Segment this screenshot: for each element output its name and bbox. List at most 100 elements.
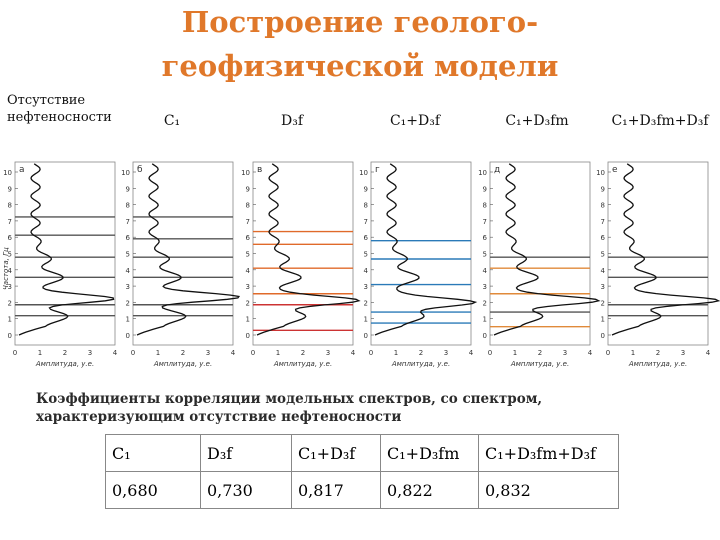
x-tick-label: 0 <box>488 349 492 357</box>
table-cell: 0,730 <box>200 471 292 509</box>
y-tick-label: 5 <box>483 251 487 259</box>
y-tick-label: 4 <box>8 267 13 275</box>
y-tick-label: 0 <box>601 332 605 340</box>
y-tick-label: 8 <box>364 202 368 210</box>
y-tick-label: 5 <box>246 251 250 259</box>
x-tick-label: 2 <box>538 349 542 357</box>
spectrum-curve <box>136 163 241 336</box>
y-tick-label: 5 <box>364 251 368 259</box>
subject-line: нефтеносности <box>7 110 112 125</box>
y-tick-label: 3 <box>8 283 12 291</box>
column-header: D₃f <box>280 113 304 129</box>
y-tick-label: 9 <box>246 185 250 193</box>
y-tick-label: 3 <box>126 283 130 291</box>
y-tick-label: 7 <box>364 218 368 226</box>
x-tick-label: 1 <box>156 349 160 357</box>
y-tick-label: 2 <box>364 299 368 307</box>
y-tick-label: 5 <box>601 251 605 259</box>
y-tick-label: 1 <box>364 316 368 324</box>
x-tick-label: 2 <box>419 349 423 357</box>
subject: Отсутствие нефтеносности <box>7 92 112 126</box>
x-tick-label: 0 <box>606 349 610 357</box>
x-tick-label: 4 <box>469 349 474 357</box>
spectrum-curve <box>18 163 115 336</box>
x-tick-label: 0 <box>369 349 373 357</box>
spectrum-curve <box>611 163 720 336</box>
spectrum-curve <box>256 163 361 336</box>
x-tick-label: 1 <box>394 349 398 357</box>
table-cell: 0,822 <box>380 471 479 509</box>
x-tick-label: 2 <box>63 349 67 357</box>
y-tick-label: 9 <box>483 185 487 193</box>
panel-frame <box>252 161 354 346</box>
y-tick-label: 10 <box>241 169 250 177</box>
y-tick-label: 4 <box>126 267 131 275</box>
table-cell: C₁ <box>105 434 201 472</box>
x-tick-label: 0 <box>131 349 135 357</box>
table-cell: D₃f <box>200 434 292 472</box>
y-tick-label: 8 <box>246 202 250 210</box>
y-tick-label: 2 <box>601 299 605 307</box>
y-tick-label: 7 <box>483 218 487 226</box>
panel-frame <box>489 161 591 346</box>
y-tick-label: 1 <box>246 316 250 324</box>
x-axis-label: Амплитуда, у.е. <box>510 360 569 368</box>
y-tick-label: 2 <box>246 299 250 307</box>
y-tick-label: 9 <box>601 185 605 193</box>
y-tick-label: 3 <box>601 283 605 291</box>
y-tick-label: 4 <box>364 267 369 275</box>
x-tick-label: 4 <box>231 349 236 357</box>
y-tick-label: 8 <box>8 202 12 210</box>
y-tick-label: 9 <box>126 185 130 193</box>
y-tick-label: 1 <box>601 316 605 324</box>
y-tick-label: 1 <box>8 316 12 324</box>
y-tick-label: 4 <box>246 267 251 275</box>
x-axis-label: Амплитуда, у.е. <box>391 360 450 368</box>
x-tick-label: 2 <box>656 349 660 357</box>
y-tick-label: 4 <box>601 267 606 275</box>
y-tick-label: 1 <box>483 316 487 324</box>
y-tick-label: 3 <box>246 283 250 291</box>
y-tick-label: 5 <box>8 251 12 259</box>
y-tick-label: 10 <box>3 169 12 177</box>
x-tick-label: 3 <box>444 349 448 357</box>
y-axis-label: Частота, Гц <box>2 247 10 290</box>
x-tick-label: 3 <box>206 349 210 357</box>
y-tick-label: 0 <box>8 332 12 340</box>
x-tick-label: 0 <box>251 349 255 357</box>
y-tick-label: 7 <box>601 218 605 226</box>
x-tick-label: 2 <box>181 349 185 357</box>
y-tick-label: 10 <box>596 169 605 177</box>
column-header: C₁+D₃fm+D₃f <box>611 113 709 129</box>
panel-frame <box>14 161 116 346</box>
y-tick-label: 5 <box>126 251 130 259</box>
spectrum-curve <box>374 163 478 336</box>
caption-line: характеризующим отсутствие нефтеносности <box>36 409 402 425</box>
table-row: 0,680 0,730 0,817 0,822 0,832 <box>105 471 619 509</box>
table-cell: 0,817 <box>291 471 381 509</box>
panel-letter: д <box>494 165 500 175</box>
x-tick-label: 1 <box>631 349 635 357</box>
x-tick-label: 3 <box>326 349 330 357</box>
table-row: C₁ D₃f C₁+D₃f C₁+D₃fm C₁+D₃fm+D₃f <box>105 434 619 472</box>
y-tick-label: 3 <box>483 283 487 291</box>
x-tick-label: 4 <box>351 349 356 357</box>
y-tick-label: 6 <box>126 234 131 242</box>
x-tick-label: 3 <box>88 349 92 357</box>
panel-frame <box>607 161 709 346</box>
x-tick-label: 1 <box>38 349 42 357</box>
y-tick-label: 1 <box>126 316 130 324</box>
y-tick-label: 9 <box>8 185 12 193</box>
y-tick-label: 8 <box>483 202 487 210</box>
caption: Коэффициенты корреляции модельных спектр… <box>36 390 636 426</box>
x-axis-label: Амплитуда, у.е. <box>628 360 687 368</box>
y-tick-label: 8 <box>126 202 130 210</box>
x-tick-label: 0 <box>13 349 17 357</box>
panel-letter: б <box>137 165 143 175</box>
x-tick-label: 4 <box>588 349 593 357</box>
y-tick-label: 6 <box>246 234 251 242</box>
caption-line: Коэффициенты корреляции модельных спектр… <box>36 391 543 407</box>
y-tick-label: 4 <box>483 267 488 275</box>
x-tick-label: 4 <box>113 349 118 357</box>
